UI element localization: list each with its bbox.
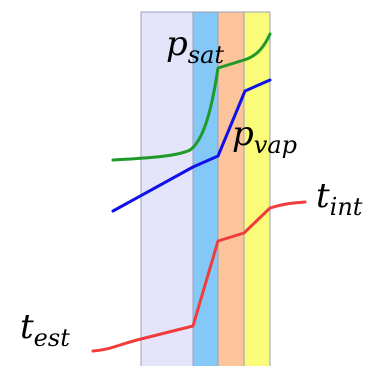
layer-borders: [140, 11, 271, 366]
layer-band-3: [218, 12, 244, 366]
layer-band-4: [244, 12, 270, 366]
layer-band-1: [141, 12, 193, 366]
t-int-label: tint: [316, 176, 363, 221]
t-est-label: test: [20, 307, 70, 352]
p-sat-curve: [111, 32, 272, 162]
p-vap-curve: [111, 78, 272, 213]
t-curve: [91, 200, 307, 353]
p-vap-label: pvap: [232, 114, 297, 159]
p-sat-label: psat: [166, 24, 224, 69]
